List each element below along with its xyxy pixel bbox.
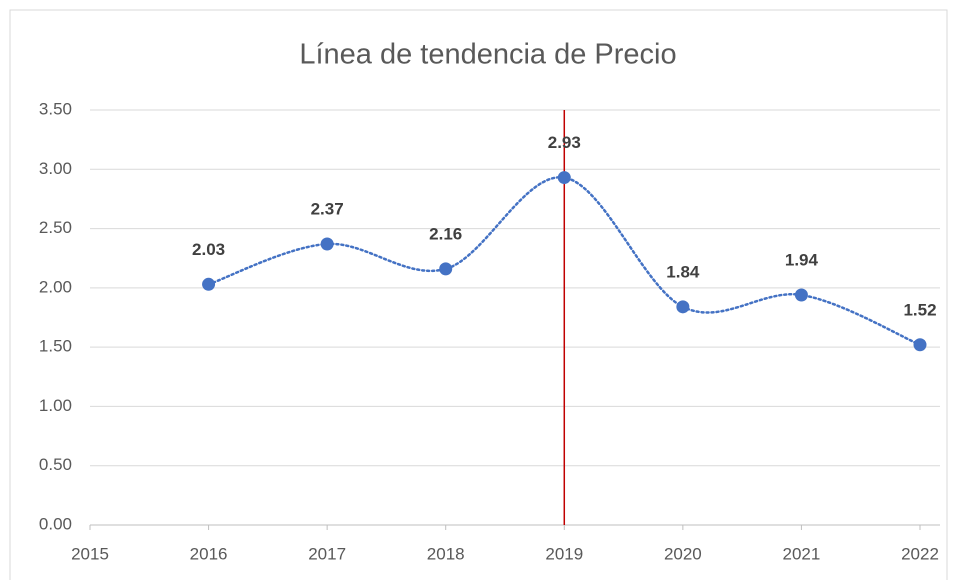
- y-tick-label: 0.00: [39, 514, 72, 533]
- x-tick-label: 2017: [308, 544, 346, 563]
- marker: [913, 338, 927, 352]
- data-label: 2.37: [311, 199, 344, 218]
- x-tick-label: 2021: [783, 544, 821, 563]
- marker: [320, 237, 334, 251]
- marker: [439, 262, 453, 276]
- x-tick-label: 2018: [427, 544, 465, 563]
- x-tick-label: 2019: [545, 544, 583, 563]
- data-label: 1.84: [666, 262, 700, 281]
- data-label: 2.03: [192, 240, 225, 259]
- x-tick-label: 2020: [664, 544, 702, 563]
- data-label: 1.94: [785, 250, 819, 269]
- marker: [676, 300, 690, 314]
- x-tick-label: 2016: [190, 544, 228, 563]
- data-label: 1.52: [903, 300, 936, 319]
- y-tick-label: 2.50: [39, 218, 72, 237]
- marker: [202, 277, 216, 291]
- x-tick-label: 2022: [901, 544, 939, 563]
- x-tick-label: 2015: [71, 544, 109, 563]
- chart-title: Línea de tendencia de Precio: [299, 39, 676, 71]
- y-tick-label: 3.00: [39, 159, 72, 178]
- marker: [794, 288, 808, 302]
- data-label: 2.93: [548, 133, 581, 152]
- y-tick-label: 3.50: [39, 99, 72, 118]
- y-tick-label: 1.50: [39, 337, 72, 356]
- data-label: 2.16: [429, 224, 462, 243]
- marker: [557, 171, 571, 185]
- y-tick-label: 0.50: [39, 455, 72, 474]
- y-tick-label: 1.00: [39, 396, 72, 415]
- y-tick-label: 2.00: [39, 277, 72, 296]
